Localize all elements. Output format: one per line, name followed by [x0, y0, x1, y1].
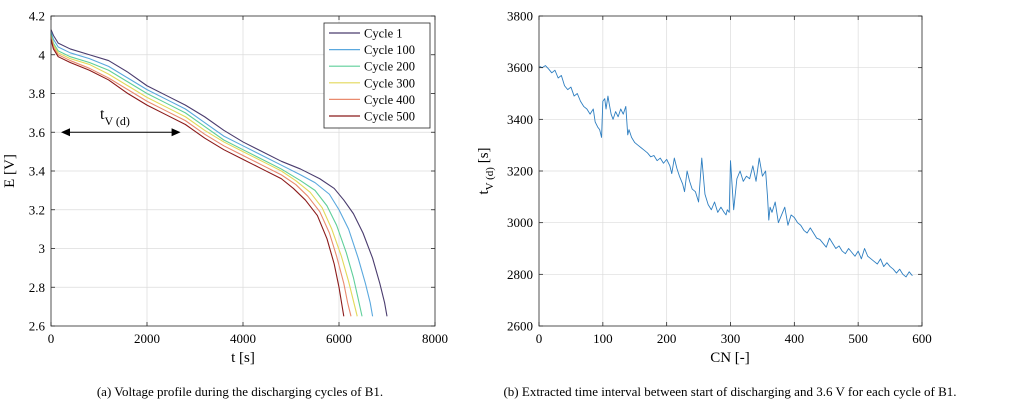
y-tick-label: 4.2 [29, 9, 45, 24]
legend-label: Cycle 300 [364, 76, 415, 90]
y-axis-label-a: E [V] [2, 154, 18, 188]
y-axis-label-b-sub: V (d) [484, 167, 496, 191]
x-tick-label: 0 [48, 331, 55, 346]
y-axis-label-b-unit: [s] [476, 147, 492, 167]
series-line-cycle-1 [50, 29, 388, 317]
x-tick-label: 500 [848, 331, 868, 346]
tvd-label-sub: V (d) [104, 114, 129, 128]
grid-b [539, 16, 922, 326]
voltage-profile-chart: 0 2000 4000 6000 8000 2.6 2.8 3 3.2 3.4 3.6 3.8 4 4.2… [2, 9, 448, 367]
legend-items: Cycle 1 Cycle 100 Cycle 200 Cycle 300 Cycle … [329, 27, 415, 124]
y-tick-label: 3800 [507, 9, 533, 24]
ticks-a: 0 2000 4000 6000 8000 2.6 2.8 3 3.2 3.4 3.6 3.8 4 4.2 [29, 9, 448, 347]
x-axis-label-a: t [s] [231, 350, 255, 366]
y-tick-label: 3.8 [29, 86, 45, 101]
series-line-cycle-400 [50, 37, 352, 317]
y-tick-label: 2.6 [29, 319, 46, 334]
x-axis-label-b: CN [-] [710, 350, 750, 366]
x-tick-label: 400 [785, 331, 805, 346]
y-tick-label: 2800 [507, 267, 533, 282]
series-line-cycle-500 [50, 39, 345, 317]
y-tick-label: 3.6 [29, 125, 46, 140]
tvd-annotation-label: tV (d) [100, 106, 130, 128]
time-interval-chart: 0 100 200 300 400 500 600 2600 2800 3000 3200 3400 3… [476, 9, 932, 367]
legend-label: Cycle 100 [364, 43, 415, 57]
x-tick-label: 4000 [230, 331, 256, 346]
series-a [50, 29, 388, 317]
x-tick-label: 600 [912, 331, 932, 346]
y-axis-label-b-main: t [476, 190, 492, 195]
legend-label: Cycle 500 [364, 110, 415, 124]
series-line-cycle-100 [50, 31, 374, 317]
y-tick-label: 2600 [507, 319, 533, 334]
y-tick-label: 3600 [507, 60, 533, 75]
y-tick-label: 3 [39, 241, 46, 256]
x-tick-label: 0 [536, 331, 543, 346]
x-tick-label: 100 [593, 331, 613, 346]
series-line-cycle-300 [50, 35, 358, 317]
series-b [539, 65, 913, 278]
series-line-cycle-200 [50, 33, 363, 317]
legend-label: Cycle 400 [364, 93, 415, 107]
y-tick-label: 4 [39, 47, 46, 62]
x-tick-label: 2000 [134, 331, 160, 346]
y-tick-label: 3000 [507, 215, 533, 230]
y-tick-label: 3.2 [29, 202, 45, 217]
caption-a: (a) Voltage profile during the dischargi… [97, 384, 383, 399]
y-tick-label: 3.4 [29, 164, 46, 179]
legend-box [323, 22, 431, 129]
y-axis-label-b: tV (d) [s] [476, 147, 496, 194]
y-tick-label: 3400 [507, 112, 533, 127]
legend: Cycle 1 Cycle 100 Cycle 200 Cycle 300 Cycle … [323, 22, 431, 129]
x-tick-label: 8000 [422, 331, 448, 346]
series-line [539, 65, 913, 278]
caption-b: (b) Extracted time interval between star… [503, 384, 956, 399]
tvd-label-main: t [100, 106, 105, 123]
x-tick-label: 6000 [326, 331, 352, 346]
y-tick-label: 3200 [507, 164, 533, 179]
ticks-b: 0 100 200 300 400 500 600 2600 2800 3000 3200 3400 3… [507, 9, 932, 347]
legend-label: Cycle 200 [364, 60, 415, 74]
tvd-arrowhead-left [61, 128, 70, 137]
tvd-annotation: tV (d) [61, 106, 181, 137]
tvd-arrowhead-right [171, 128, 181, 137]
y-tick-label: 2.8 [29, 280, 45, 295]
x-tick-label: 200 [657, 331, 677, 346]
legend-label: Cycle 1 [364, 27, 403, 41]
x-tick-label: 300 [721, 331, 741, 346]
